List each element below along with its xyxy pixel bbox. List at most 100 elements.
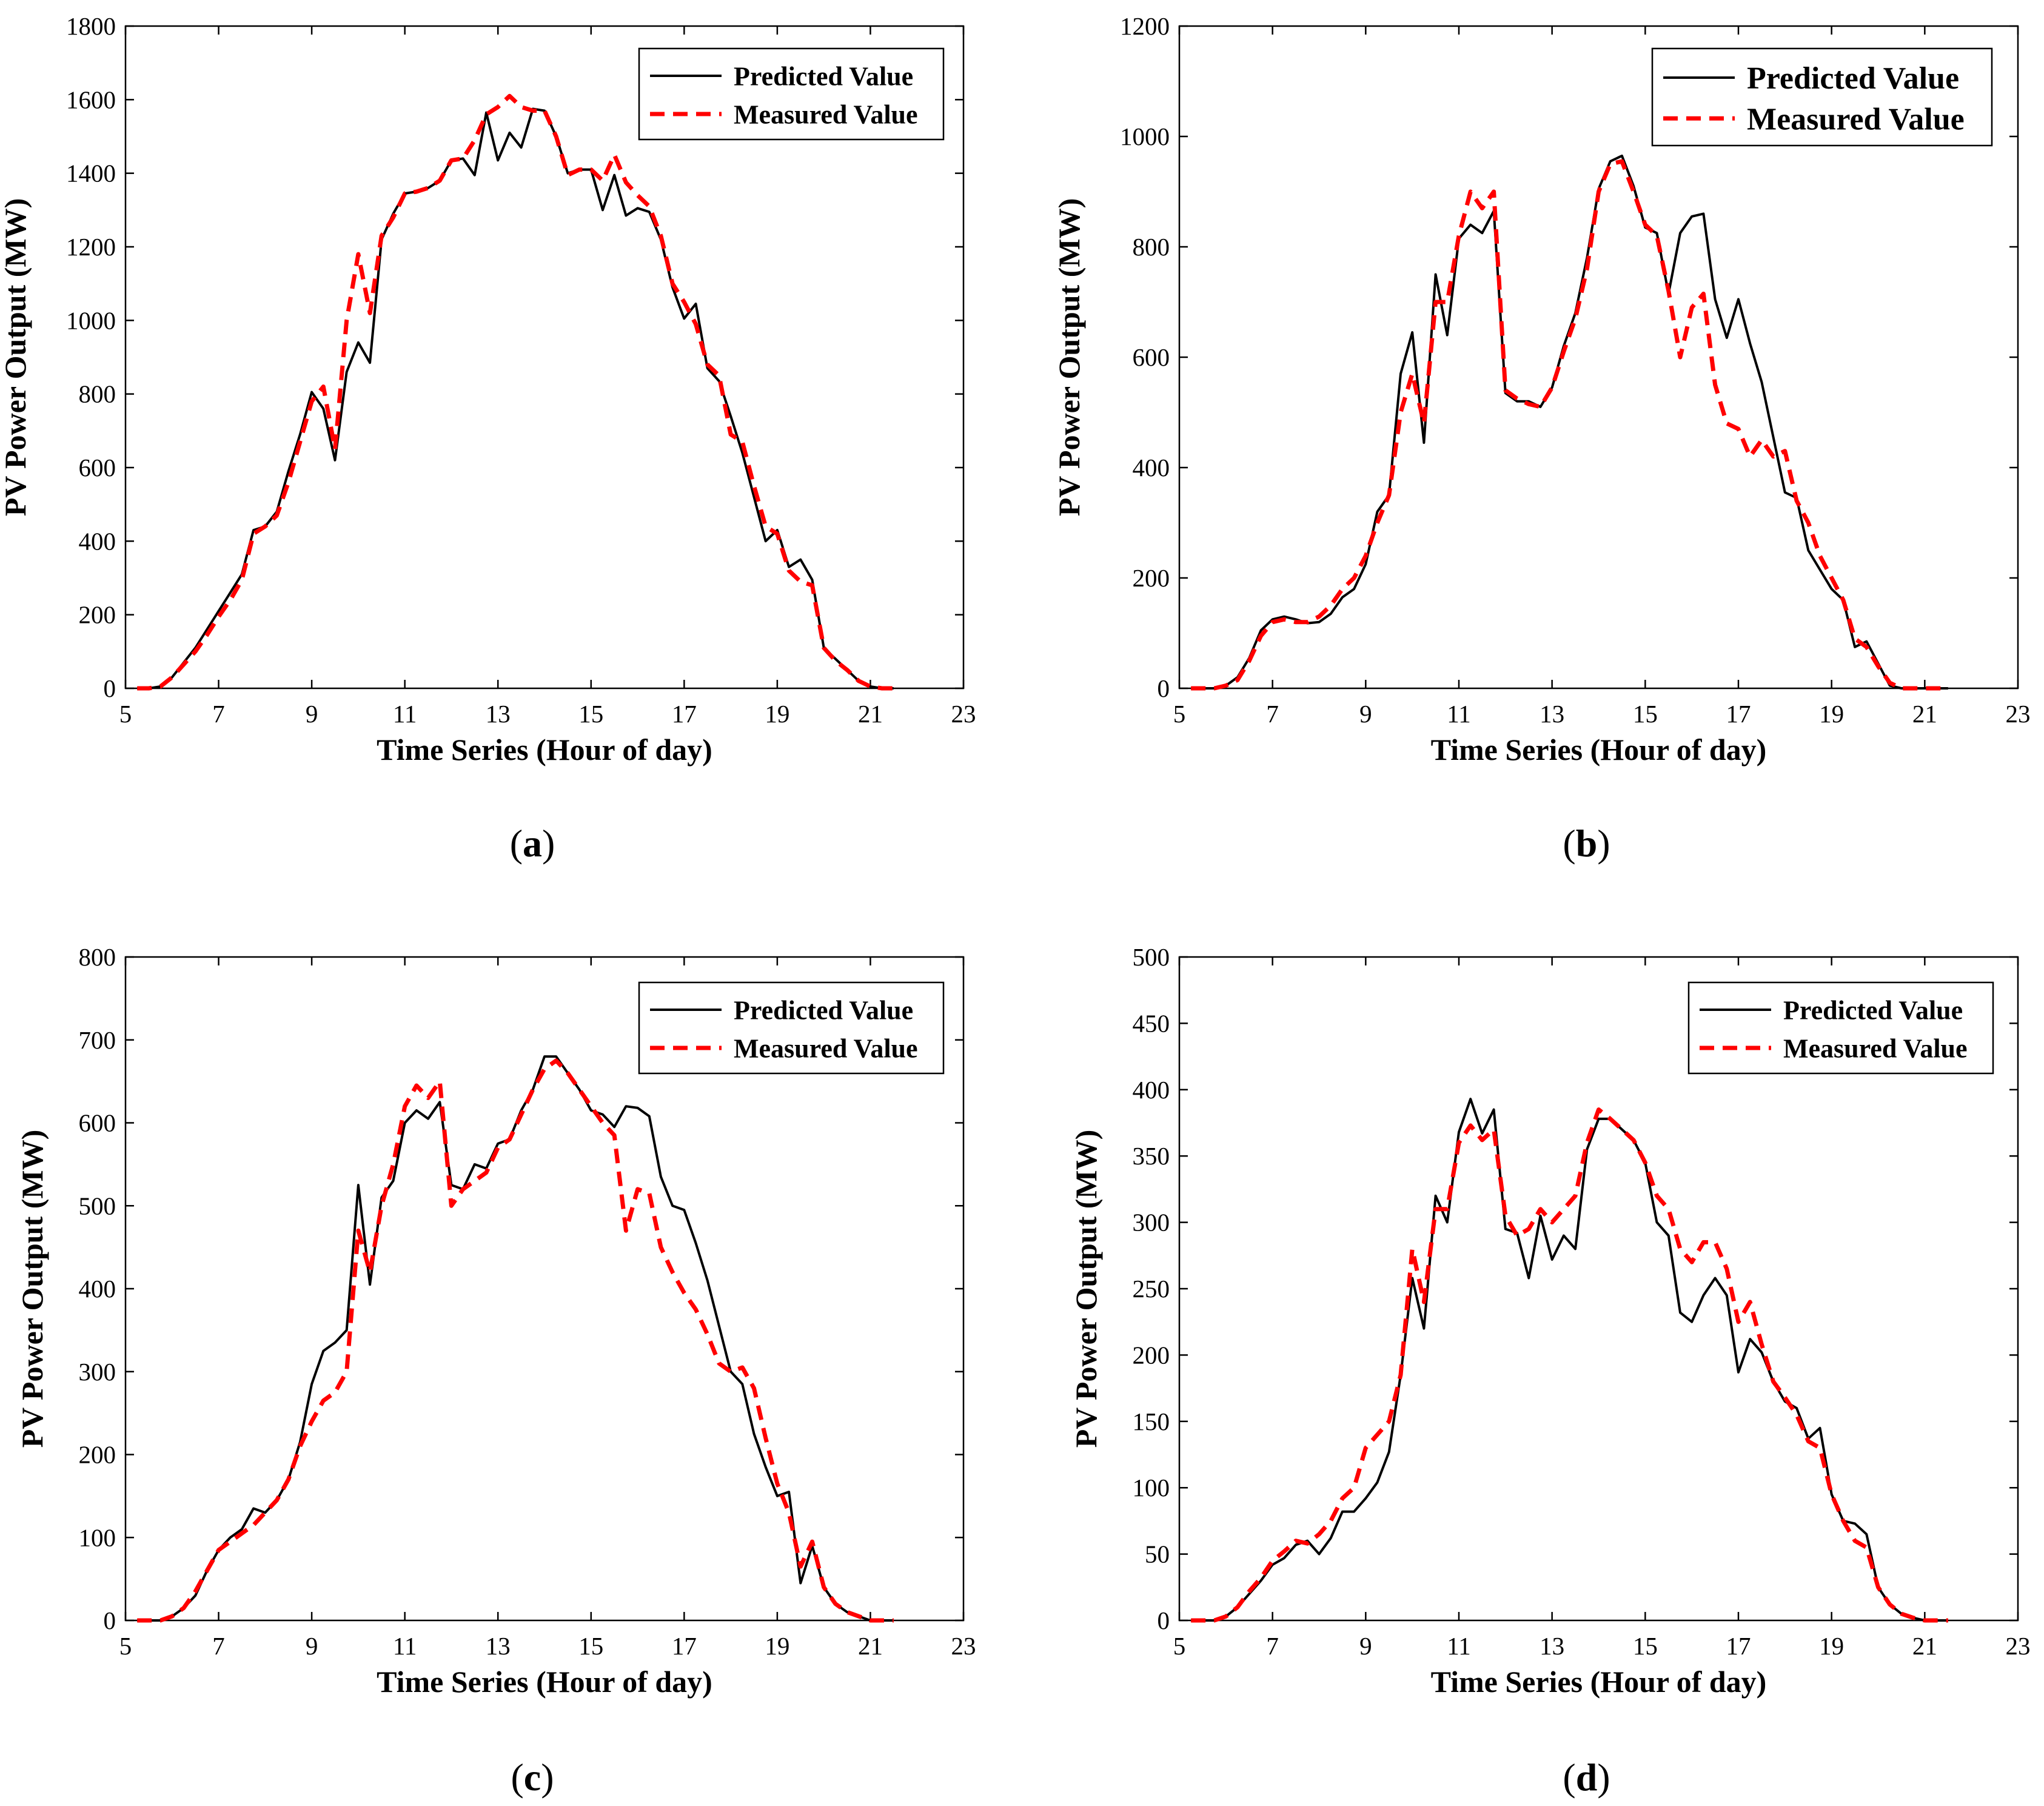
y-axis-label: PV Power Output (MW) (1069, 1130, 1103, 1448)
y-tick-label: 600 (79, 454, 116, 482)
x-tick-label: 19 (765, 1632, 789, 1660)
legend-box (1687, 981, 1994, 1075)
x-tick-label: 13 (486, 1632, 511, 1660)
x-tick-label: 15 (1633, 700, 1658, 728)
chart-panel-c: 5 7 9 11 13 15 17 19 21 23 0 100 200 300 400 500 600 700 8… (15, 943, 976, 1799)
y-tick-label: 400 (79, 1275, 116, 1303)
plot-frame (124, 25, 965, 690)
legend: Predicted Value Measured Value (1687, 981, 1994, 1075)
x-tick-label: 21 (1912, 1632, 1937, 1660)
x-tick-label: 15 (578, 700, 603, 728)
chart-panel-d: 5 7 9 11 13 15 17 19 21 23 0 50 100 150 200 250 300 350 40… (1069, 943, 2031, 1799)
y-tick-label: 1200 (1120, 12, 1170, 40)
y-tick-label: 450 (1133, 1009, 1170, 1037)
series-line-predicted (1191, 1098, 1948, 1622)
y-tick-label: 1400 (66, 159, 116, 187)
y-tick-label: 300 (1133, 1209, 1170, 1237)
y-tick-label: 400 (1133, 454, 1170, 482)
legend-box (638, 981, 945, 1075)
x-tick-label: 13 (486, 700, 511, 728)
x-tick-label: 9 (306, 1632, 318, 1660)
x-tick-label: 21 (1912, 700, 1937, 728)
y-axis-label: PV Power Output (MW) (15, 1130, 49, 1448)
legend-label: Measured Value (734, 99, 918, 129)
x-tick-label: 11 (393, 1632, 417, 1660)
y-tick-label: 500 (1133, 943, 1170, 971)
x-tick-label: 19 (1819, 700, 1844, 728)
x-tick-label: 19 (765, 700, 789, 728)
y-tick-label: 500 (79, 1192, 116, 1220)
x-axis-label: Time Series (Hour of day) (1431, 1665, 1767, 1699)
y-tick-label: 800 (79, 943, 116, 971)
y-tick-label: 1600 (66, 86, 116, 113)
x-axis-label: Time Series (Hour of day) (377, 733, 712, 767)
y-tick-label: 100 (79, 1523, 116, 1551)
legend: Predicted Value Measured Value (1651, 47, 1993, 147)
legend-label: Predicted Value (1783, 995, 1963, 1025)
x-tick-label: 15 (578, 1632, 603, 1660)
x-tick-label: 13 (1540, 700, 1564, 728)
series-line-measured (1191, 159, 1948, 691)
legend-label: Predicted Value (1747, 61, 1959, 96)
y-tick-label: 400 (79, 527, 116, 555)
series-line-measured (137, 93, 894, 691)
y-tick-label: 350 (1133, 1142, 1170, 1170)
panel-caption: (d) (1563, 1756, 1610, 1799)
panel-caption: (b) (1563, 822, 1610, 865)
y-tick-label: 0 (104, 1606, 116, 1634)
y-tick-label: 200 (1133, 564, 1170, 592)
x-tick-label: 11 (1447, 700, 1470, 728)
x-tick-label: 7 (212, 1632, 225, 1660)
legend-box (1651, 47, 1993, 147)
x-axis-label: Time Series (Hour of day) (377, 1665, 712, 1699)
y-tick-label: 1200 (66, 233, 116, 261)
x-tick-label: 7 (212, 700, 225, 728)
x-tick-label: 21 (858, 700, 883, 728)
y-tick-label: 0 (1158, 1606, 1170, 1634)
x-tick-label: 17 (1726, 1632, 1751, 1660)
y-tick-label: 1800 (66, 12, 116, 40)
x-tick-label: 5 (1173, 700, 1186, 728)
x-tick-label: 5 (1173, 1632, 1186, 1660)
legend: Predicted Value Measured Value (638, 981, 945, 1075)
x-tick-label: 23 (2006, 700, 2031, 728)
x-tick-label: 13 (1540, 1632, 1564, 1660)
legend-label: Measured Value (734, 1033, 918, 1063)
y-tick-label: 300 (79, 1358, 116, 1386)
y-tick-label: 1000 (66, 306, 116, 334)
x-tick-label: 11 (1447, 1632, 1470, 1660)
x-tick-label: 23 (951, 700, 976, 728)
y-axis-label: PV Power Output (MW) (1052, 198, 1086, 517)
y-tick-label: 0 (104, 674, 116, 702)
legend-label: Measured Value (1747, 102, 1965, 136)
y-axis-label: PV Power Output (MW) (0, 198, 32, 517)
series-line-predicted (1191, 154, 1948, 690)
x-tick-label: 9 (1359, 1632, 1372, 1660)
series-line-measured (1191, 1107, 1948, 1623)
chart-panel-b: 5 7 9 11 13 15 17 19 21 23 0 200 400 600 800 1000 1200 Ti… (1052, 12, 2031, 865)
y-tick-label: 1000 (1120, 123, 1170, 150)
y-tick-label: 600 (1133, 343, 1170, 371)
x-tick-label: 21 (858, 1632, 883, 1660)
y-tick-label: 200 (1133, 1341, 1170, 1369)
y-tick-label: 0 (1158, 674, 1170, 702)
x-tick-label: 5 (119, 1632, 132, 1660)
x-tick-label: 7 (1266, 1632, 1279, 1660)
x-tick-label: 17 (672, 700, 697, 728)
panel-caption: (c) (511, 1756, 554, 1799)
x-tick-label: 19 (1819, 1632, 1844, 1660)
legend-label: Predicted Value (734, 61, 913, 91)
legend-label: Predicted Value (734, 995, 913, 1025)
x-tick-label: 9 (306, 700, 318, 728)
series-line-predicted (137, 107, 894, 690)
series-line-measured (137, 1058, 894, 1623)
x-tick-label: 7 (1266, 700, 1279, 728)
series-line-predicted (137, 1055, 894, 1622)
y-tick-label: 250 (1133, 1275, 1170, 1303)
y-tick-label: 700 (79, 1026, 116, 1054)
y-tick-label: 100 (1133, 1474, 1170, 1502)
x-tick-label: 23 (2006, 1632, 2031, 1660)
x-tick-label: 9 (1359, 700, 1372, 728)
panel-caption: (a) (510, 822, 555, 865)
